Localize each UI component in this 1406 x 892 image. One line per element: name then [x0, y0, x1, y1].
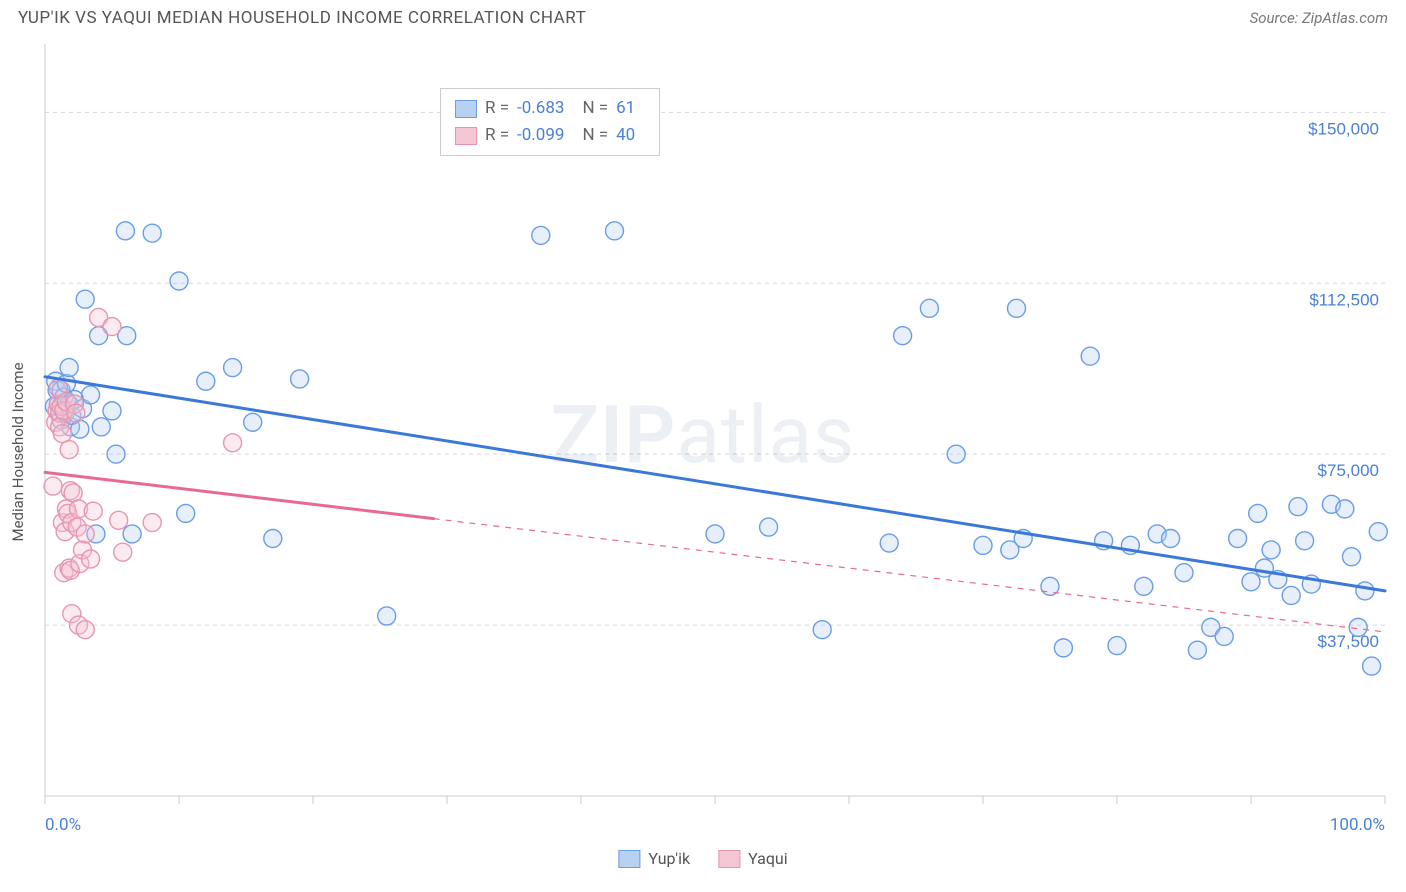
legend-label: Yaqui	[748, 849, 788, 868]
n-label: N =	[582, 95, 608, 122]
legend-swatch	[618, 850, 640, 868]
r-value: -0.683	[517, 95, 564, 122]
series-legend: Yup'ik Yaqui	[618, 849, 787, 868]
legend-item: Yaqui	[718, 849, 788, 868]
r-label: R =	[485, 95, 509, 122]
stats-legend-box: R = -0.683 N = 61 R = -0.099 N = 40	[440, 88, 660, 156]
stats-row: R = -0.683 N = 61	[455, 95, 645, 122]
svg-text:$75,000: $75,000	[1318, 461, 1379, 480]
svg-text:100.0%: 100.0%	[1330, 815, 1385, 835]
r-label: R =	[485, 122, 509, 149]
chart-title: YUP'IK VS YAQUI MEDIAN HOUSEHOLD INCOME …	[18, 8, 586, 28]
y-axis-label: Median Household Income	[9, 362, 27, 541]
n-label: N =	[582, 122, 608, 149]
r-value: -0.099	[517, 122, 564, 149]
chart-area: Median Household Income $37,500 $75,000 $1…	[0, 32, 1406, 872]
source-label: Source: ZipAtlas.com	[1250, 9, 1388, 27]
scatter-chart: $37,500 $75,000 $112,500 $150,000 0.0% 100.0%	[0, 32, 1406, 842]
n-value: 40	[616, 122, 635, 149]
legend-label: Yup'ik	[648, 849, 690, 868]
stats-row: R = -0.099 N = 40	[455, 122, 645, 149]
series-swatch	[455, 100, 477, 118]
legend-swatch	[718, 850, 740, 868]
svg-text:$37,500: $37,500	[1318, 632, 1379, 651]
svg-text:0.0%: 0.0%	[45, 815, 81, 835]
svg-text:$112,500: $112,500	[1309, 290, 1379, 309]
legend-item: Yup'ik	[618, 849, 690, 868]
svg-text:$150,000: $150,000	[1308, 119, 1379, 138]
n-value: 61	[616, 95, 635, 122]
series-swatch	[455, 127, 477, 145]
